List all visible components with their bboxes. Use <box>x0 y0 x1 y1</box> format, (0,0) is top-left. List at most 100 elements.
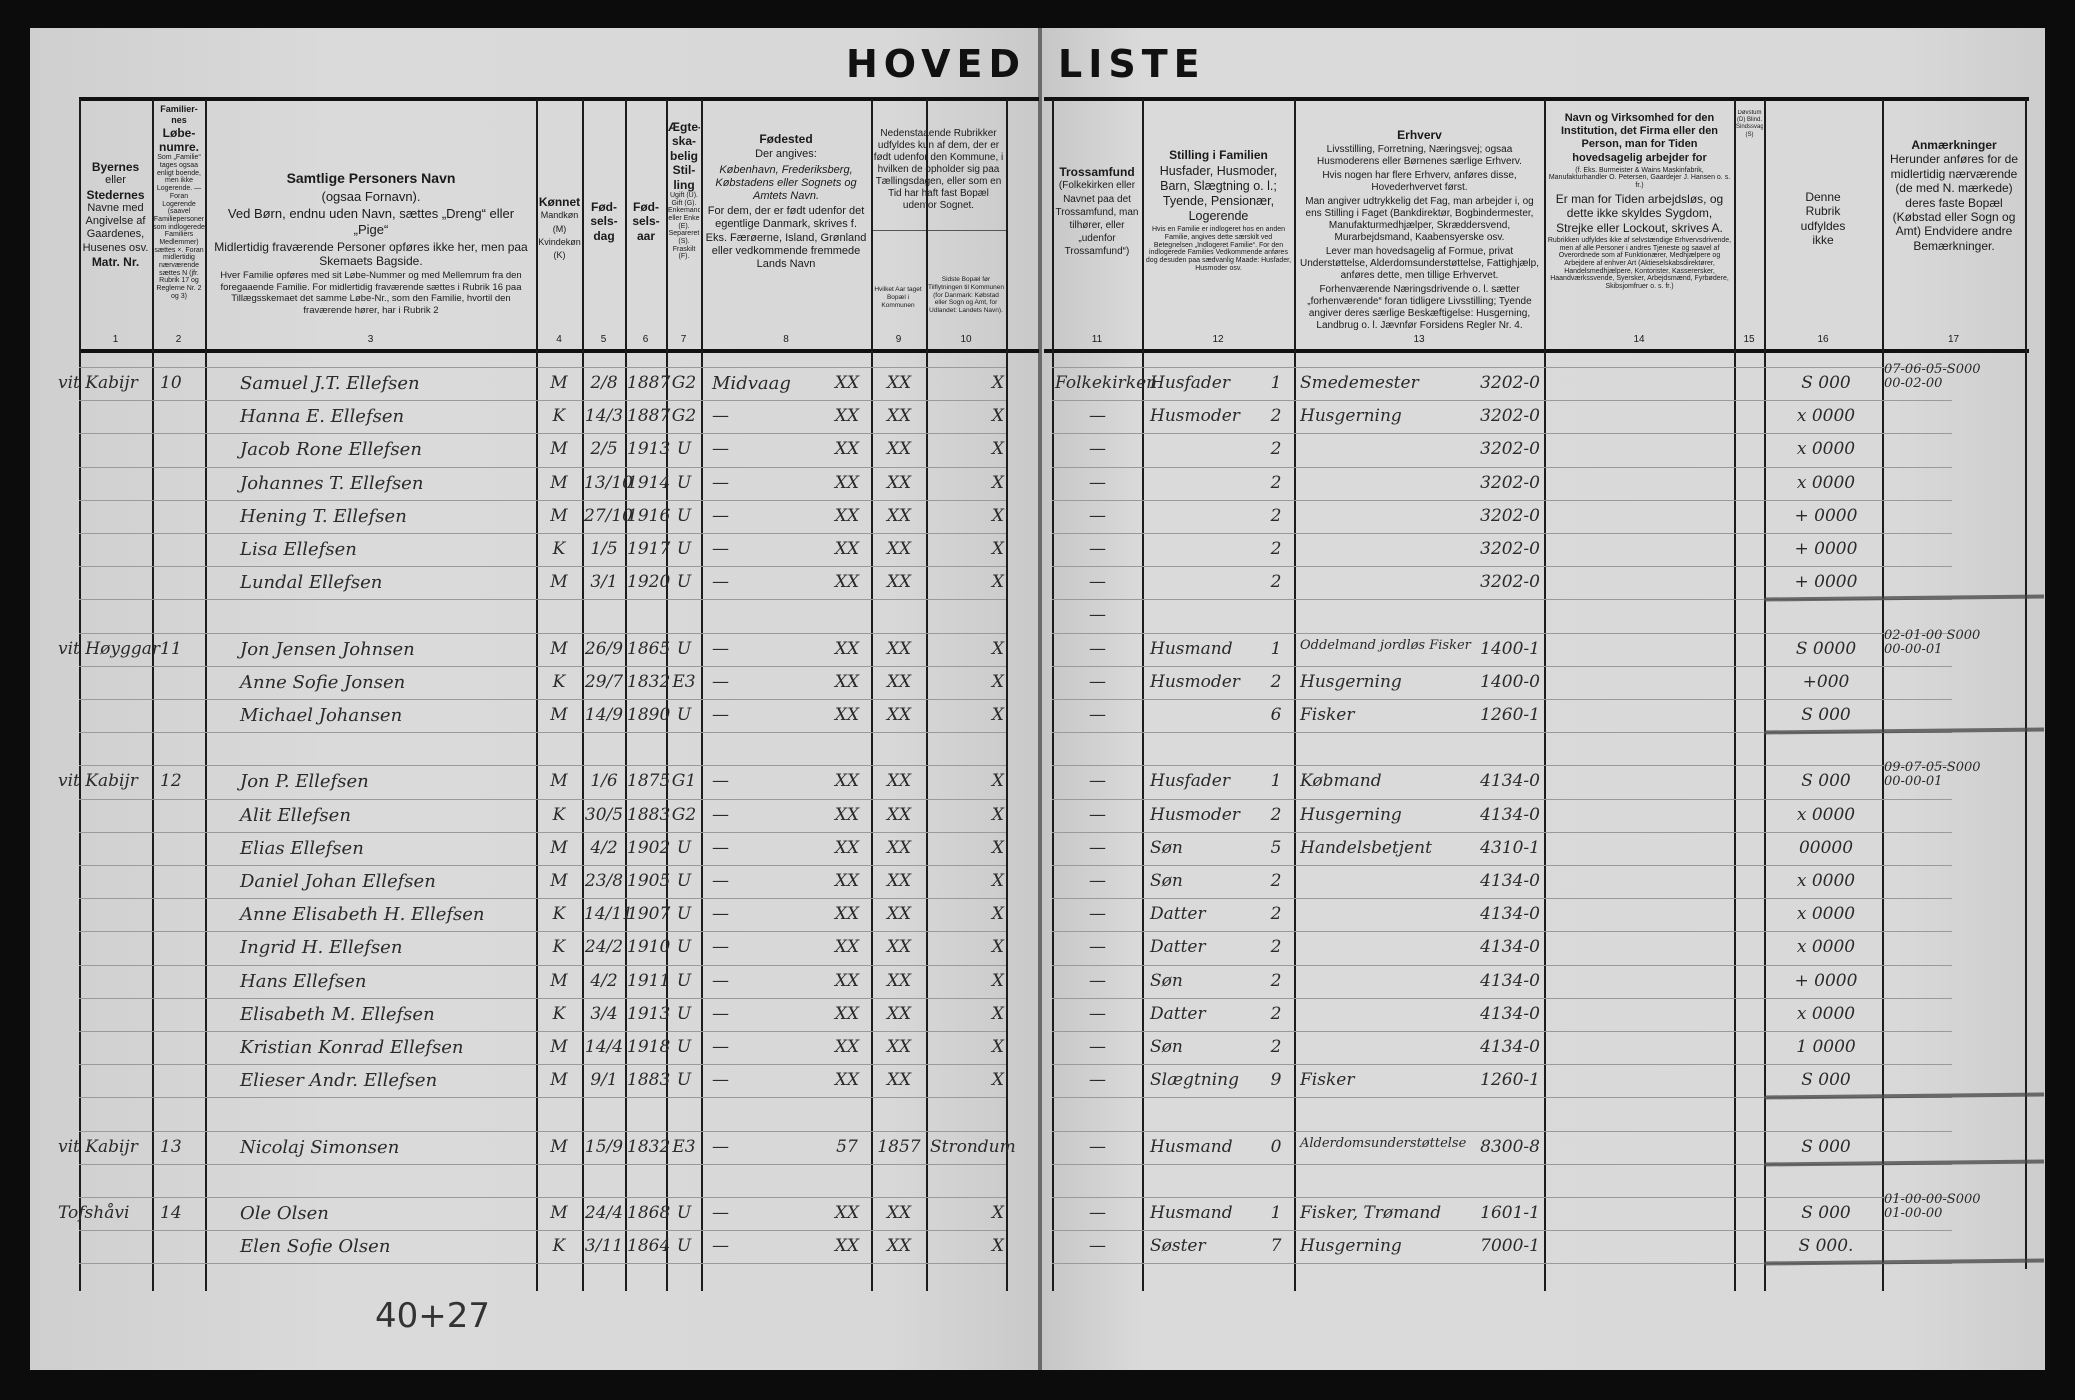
cell-c10: X <box>991 406 1004 427</box>
cell-year: 1832 <box>627 671 671 692</box>
cell-sex: K <box>552 1236 566 1257</box>
cell-religion: — <box>1089 1236 1106 1257</box>
cell-religion: — <box>1089 638 1106 659</box>
row-rule <box>1052 400 1952 401</box>
cell-religion: — <box>1089 605 1106 626</box>
cell-c9: XX <box>886 373 912 393</box>
row-rule <box>1052 599 1952 600</box>
cell-name: Ingrid H. Ellefsen <box>240 937 403 959</box>
cell-sex: M <box>550 572 568 593</box>
row-rule <box>1052 1031 1952 1032</box>
cell-birthplace: — <box>712 705 729 725</box>
cell-c10: X <box>991 439 1004 460</box>
column-divider <box>1294 99 1296 1291</box>
cell-place: vit Kabijr <box>58 1136 138 1157</box>
cell-occupation: Husgerning <box>1300 671 1402 692</box>
cell-occupation: Husgerning <box>1300 406 1402 427</box>
cell-year: 1865 <box>627 638 671 659</box>
cell-name: Jacob Rone Ellefsen <box>240 439 422 461</box>
cell-sex: M <box>550 439 568 460</box>
cell-name: Samuel J.T. Ellefsen <box>240 373 420 394</box>
column-number: 12 <box>1212 334 1224 345</box>
cell-c10: X <box>991 472 1004 493</box>
cell-day: 13/10 <box>584 472 633 493</box>
cell-c10: X <box>991 505 1004 526</box>
cell-marital: G2 <box>671 406 697 427</box>
cell-marital: U <box>676 472 692 493</box>
h11-t: (Folkekirken eller Navnet paa det Trossa… <box>1055 180 1139 258</box>
cell-year: 1910 <box>627 937 671 958</box>
cell-occupation: Alderdomsunderstøttelse <box>1300 1135 1467 1151</box>
cell-c10: X <box>991 937 1004 958</box>
h6-title: Fød-sels-aar <box>632 200 660 243</box>
cell-marital: E3 <box>672 671 696 692</box>
row-rule <box>1052 367 1952 368</box>
row-rule <box>79 533 1006 534</box>
header-col8: Fødested Der angives: København, Frederi… <box>703 132 869 360</box>
column-number: 2 <box>175 334 182 345</box>
cell-year: 1887 <box>627 406 671 427</box>
cell-m8: XX <box>834 572 860 593</box>
cell-m8: XX <box>834 1236 860 1257</box>
h1-b2: Stedernes <box>86 187 145 202</box>
cell-c9: XX <box>886 505 912 526</box>
cell-c10: X <box>991 638 1004 659</box>
cell-religion: — <box>1089 771 1106 792</box>
cell-birthplace: — <box>712 904 729 925</box>
cell-marital: G2 <box>671 804 697 825</box>
cell-year: 1918 <box>627 1037 671 1057</box>
row-rule <box>79 931 1006 932</box>
row-rule <box>79 1197 1006 1198</box>
cell-day: 1/6 <box>590 771 618 792</box>
row-rule <box>1052 1097 1952 1098</box>
cell-day: 2/5 <box>590 439 618 460</box>
cell-occ-code: 1601-1 <box>1480 1203 1540 1223</box>
column-number: 9 <box>895 334 902 345</box>
cell-name: Alit Ellefsen <box>240 804 351 826</box>
h3-title: Samtlige Personers Navn <box>286 170 456 186</box>
h2-t: Som „Familie“ tages ogsaa enligt boende,… <box>153 154 205 300</box>
h2-b1: Familier-nes <box>160 104 198 125</box>
row-rule <box>1052 732 1952 733</box>
cell-position: Husmand <box>1150 1203 1233 1223</box>
cell-c9: XX <box>886 904 912 925</box>
cell-m8: XX <box>834 671 860 692</box>
row-rule <box>79 998 1006 999</box>
row-rule <box>1052 1230 1952 1231</box>
cell-c9: XX <box>886 1236 912 1257</box>
cell-m8: XX <box>834 904 860 925</box>
h1-t2: Navne med Angivelse af Gaardenes, Husene… <box>82 201 149 254</box>
cell-pos-code: 2 <box>1270 439 1282 460</box>
row-rule <box>79 1031 1006 1032</box>
cell-c10: X <box>991 871 1004 891</box>
row-rule <box>79 699 1006 700</box>
cell-religion: — <box>1089 539 1106 559</box>
cell-occupation: Smedemester <box>1300 373 1419 393</box>
cell-pos-code: 9 <box>1270 1070 1282 1091</box>
cell-pos-code: 2 <box>1270 871 1282 891</box>
h8-t2: København, Frederiksberg, Købstadens ell… <box>715 163 857 202</box>
cell-birthplace: — <box>712 439 729 460</box>
h11-title: Trossamfund <box>1059 165 1135 179</box>
h8-t1: Der angives: <box>755 148 817 161</box>
cell-year: 1902 <box>627 837 671 858</box>
cell-year: 1890 <box>627 705 671 725</box>
h12-t1: Husfader, Husmoder, Barn, Slægtning o. l… <box>1159 164 1278 224</box>
cell-name: Elen Sofie Olsen <box>240 1236 391 1258</box>
cell-m8: XX <box>834 539 860 559</box>
cell-birthplace: — <box>712 1070 729 1091</box>
column-divider <box>1006 99 1008 1291</box>
cell-birthplace: — <box>712 970 729 991</box>
cell-m8: XX <box>834 1037 860 1057</box>
header-col6: Fød-sels-aar <box>630 200 662 428</box>
cell-sex: M <box>550 373 568 393</box>
row-rule <box>1052 433 1952 434</box>
h4-t: Mandkøn (M) Kvindekøn (K) <box>538 210 581 260</box>
cell-birthplace: — <box>712 837 729 858</box>
column-number: 15 <box>1743 334 1755 345</box>
column-number: 13 <box>1413 334 1425 345</box>
row-rule <box>79 633 1006 634</box>
h17-t: Herunder anføres for de midlertidig nærv… <box>1889 152 2019 253</box>
cell-religion: — <box>1089 804 1106 825</box>
cell-pos-code: 2 <box>1270 572 1282 593</box>
